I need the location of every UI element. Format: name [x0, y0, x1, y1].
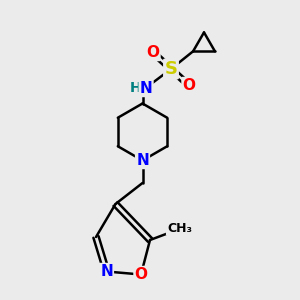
Text: N: N [136, 153, 149, 168]
Text: O: O [134, 267, 148, 282]
Text: H: H [130, 82, 142, 95]
Text: N: N [140, 81, 152, 96]
Text: O: O [182, 78, 196, 93]
Text: S: S [164, 60, 178, 78]
Text: O: O [146, 45, 160, 60]
Text: N: N [100, 264, 113, 279]
Text: CH₃: CH₃ [167, 221, 192, 235]
